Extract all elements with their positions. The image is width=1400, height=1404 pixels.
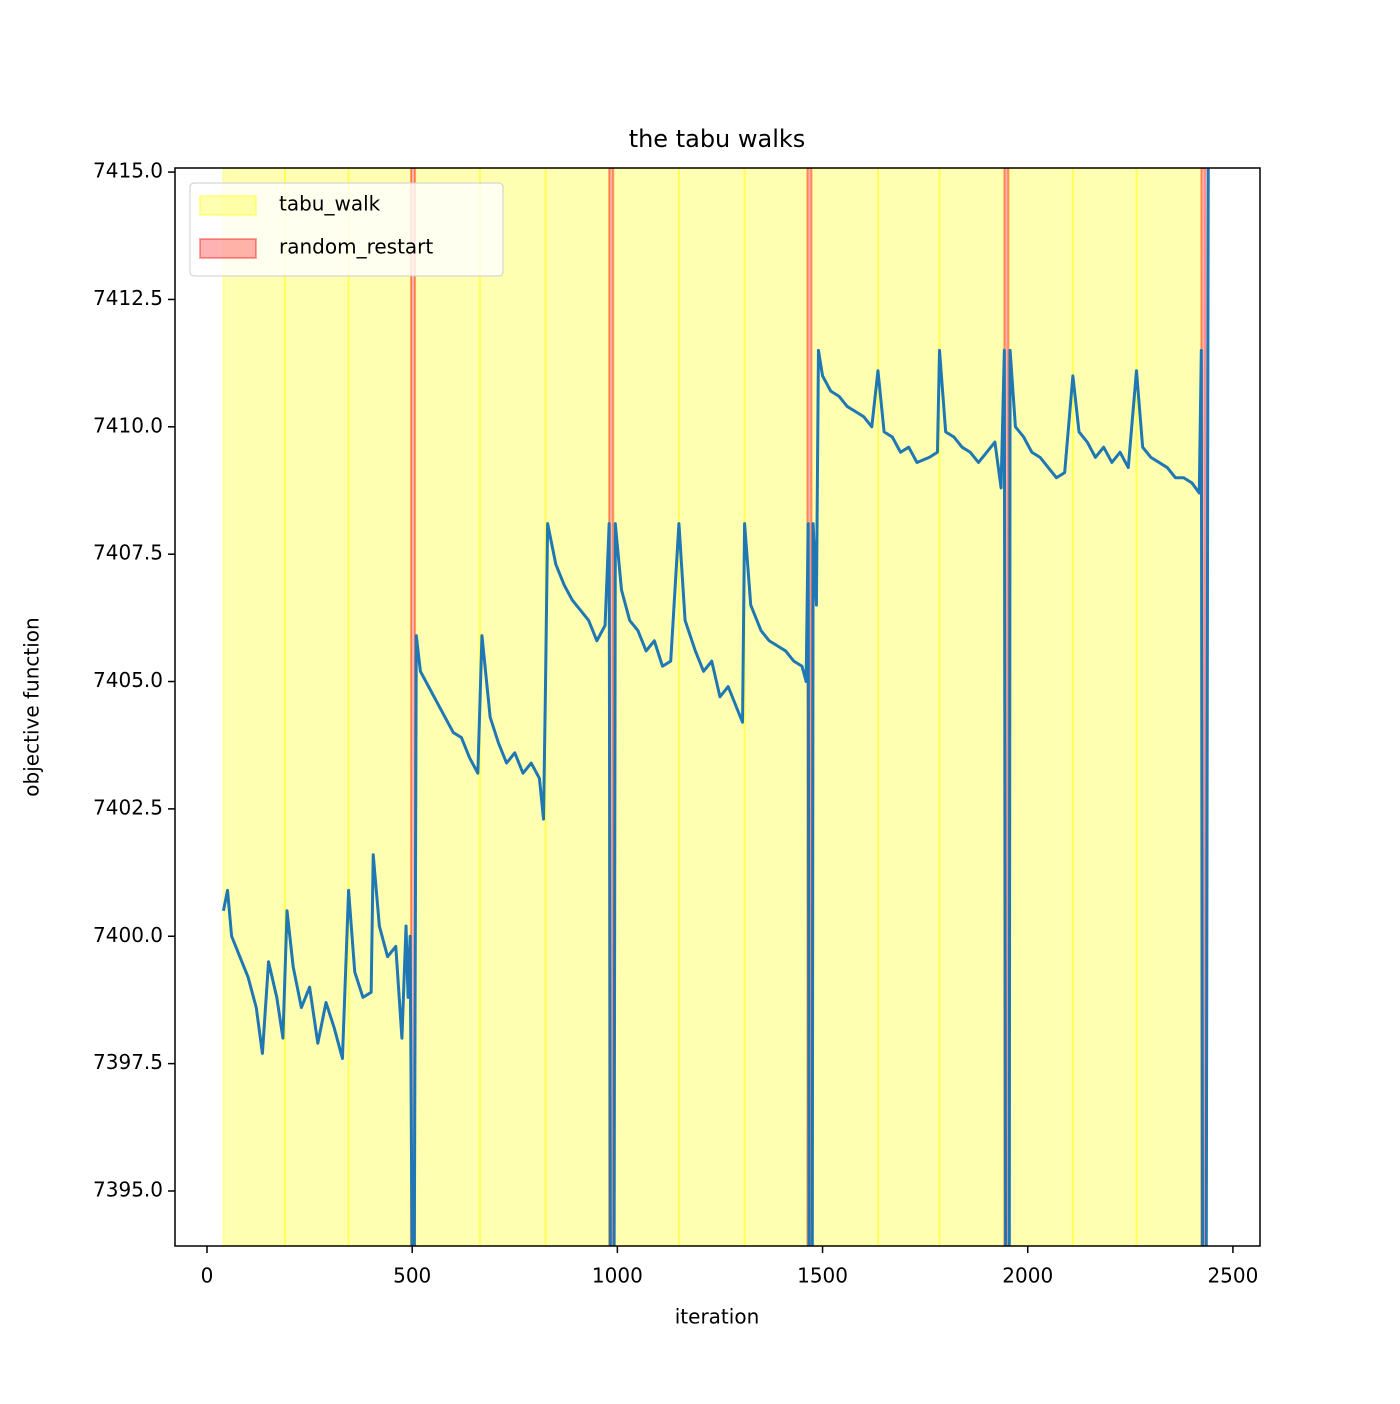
x-tick-label: 0 — [201, 1264, 214, 1288]
span — [810, 168, 879, 1246]
span — [1135, 168, 1203, 1246]
span — [677, 168, 746, 1246]
span — [938, 168, 1006, 1246]
y-tick-label: 7407.5 — [93, 541, 163, 565]
x-tick-label: 2000 — [1002, 1264, 1053, 1288]
y-axis-label: objective function — [20, 617, 44, 796]
legend-box — [189, 182, 504, 277]
x-tick-label: 500 — [393, 1264, 431, 1288]
legend-swatch — [199, 195, 257, 216]
span — [283, 168, 350, 1246]
span — [347, 168, 412, 1246]
span — [222, 168, 286, 1246]
y-tick-label: 7402.5 — [93, 795, 163, 819]
span — [612, 168, 680, 1246]
span — [876, 168, 941, 1246]
y-tick-label: 7395.0 — [93, 1177, 163, 1201]
span — [1007, 168, 1074, 1246]
y-tick-label: 7397.5 — [93, 1050, 163, 1074]
legend-label: random_restart — [279, 235, 433, 259]
legend-label: tabu_walk — [279, 192, 381, 216]
span — [743, 168, 809, 1246]
x-axis-label: iteration — [675, 1305, 760, 1329]
x-tick-label: 1000 — [592, 1264, 643, 1288]
lines — [221, 168, 1210, 1246]
span — [544, 168, 611, 1246]
chart-title: the tabu walks — [629, 125, 806, 153]
legend-swatch — [199, 238, 257, 259]
spans — [222, 168, 1207, 1246]
legend: tabu_walk random_restart — [189, 182, 504, 277]
axes-frame — [174, 167, 1261, 1247]
y-tick-label: 7400.0 — [93, 923, 163, 947]
y-tick-label: 7415.0 — [93, 159, 163, 183]
x-tick-label: 1500 — [797, 1264, 848, 1288]
y-tick-label: 7412.5 — [93, 286, 163, 310]
y-tick-label: 7405.0 — [93, 668, 163, 692]
span — [1071, 168, 1138, 1246]
x-tick-label: 2500 — [1207, 1264, 1258, 1288]
span — [414, 168, 481, 1246]
y-tick-label: 7410.0 — [93, 413, 163, 437]
line — [221, 168, 1210, 1246]
